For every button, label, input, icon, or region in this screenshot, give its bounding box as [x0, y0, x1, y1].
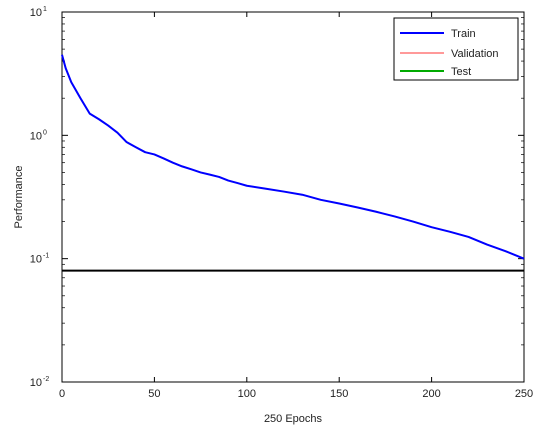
y-tick-label: 10: [30, 130, 42, 142]
x-tick-label: 50: [148, 388, 160, 400]
y-axis-label: Performance: [13, 166, 25, 229]
legend-label-validation: Validation: [451, 48, 499, 60]
x-tick-label: 150: [330, 388, 348, 400]
x-tick-label: 250: [515, 388, 533, 400]
y-tick-label: 10: [30, 254, 42, 266]
x-tick-label: 100: [238, 388, 256, 400]
x-axis-label: 250 Epochs: [264, 413, 323, 425]
y-tick-label: 10: [30, 377, 42, 389]
x-tick-label: 0: [59, 388, 65, 400]
y-tick-label: 10: [30, 7, 42, 19]
legend-label-train: Train: [451, 28, 476, 40]
y-tick-exponent: 1: [43, 6, 47, 13]
x-tick-label: 200: [422, 388, 440, 400]
legend-label-test: Test: [451, 66, 471, 78]
legend: Train Validation Test: [394, 18, 518, 80]
y-tick-exponent: -1: [43, 253, 49, 260]
y-tick-exponent: 0: [43, 129, 47, 136]
y-tick-exponent: -2: [43, 376, 49, 383]
